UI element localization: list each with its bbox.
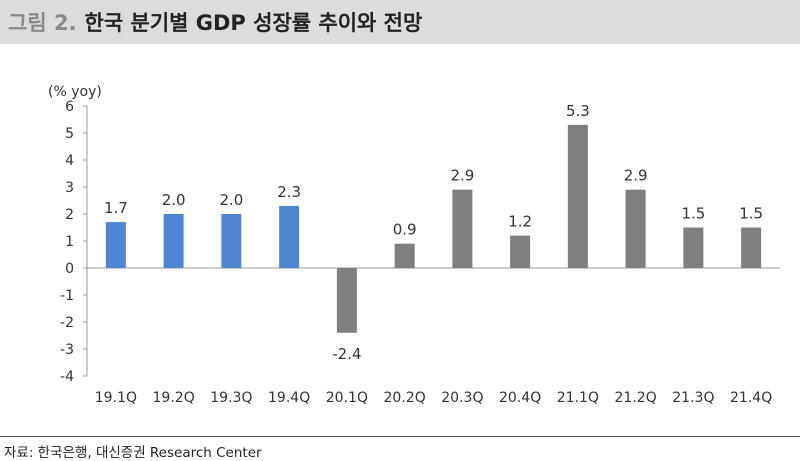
data-label-19.2Q: 2.0 (162, 191, 186, 209)
y-tick-label: 1 (65, 234, 74, 250)
x-tick-label-19.1Q: 19.1Q (95, 390, 137, 406)
y-tick-label: 5 (65, 126, 74, 142)
bar-20.1Q (336, 268, 357, 333)
x-tick-label-21.2Q: 21.2Q (615, 390, 657, 406)
x-tick-label-21.4Q: 21.4Q (730, 390, 772, 406)
data-label-21.4Q: 1.5 (739, 205, 763, 223)
y-tick-label: 2 (65, 207, 74, 223)
source-divider (0, 436, 800, 437)
data-label-19.4Q: 2.3 (277, 183, 301, 201)
y-tick-label: -1 (60, 288, 74, 304)
bar-19.1Q (105, 222, 126, 268)
bar-21.3Q (683, 227, 704, 268)
figure-heading: 그림 2. 한국 분기별 GDP 성장률 추이와 전망 (8, 7, 422, 37)
x-tick-label-21.1Q: 21.1Q (557, 390, 599, 406)
x-tick-label-19.3Q: 19.3Q (210, 390, 252, 406)
data-label-19.1Q: 1.7 (104, 199, 128, 217)
y-tick-label: -2 (60, 315, 74, 331)
data-label-20.1Q: -2.4 (332, 345, 361, 363)
bar-19.2Q (163, 214, 184, 268)
gdp-growth-bar-chart: (% yoy) -4 -3 -2 -1 0 1 2 3 4 5 6 1.7 19.1Q 2.0 19.2Q 2.… (48, 84, 780, 406)
bar-20.3Q (452, 189, 473, 268)
bar-19.3Q (221, 214, 242, 268)
x-tick-label-20.1Q: 20.1Q (326, 390, 368, 406)
y-tick-label: 4 (65, 153, 74, 169)
y-tick-label: 0 (65, 261, 74, 277)
data-label-21.2Q: 2.9 (624, 167, 648, 185)
x-tick-label-20.3Q: 20.3Q (441, 390, 483, 406)
figure-title: 한국 분기별 GDP 성장률 추이와 전망 (84, 11, 423, 35)
x-tick-label-20.4Q: 20.4Q (499, 390, 541, 406)
data-label-20.3Q: 2.9 (450, 167, 474, 185)
x-tick-label-21.3Q: 21.3Q (672, 390, 714, 406)
source-note: 자료: 한국은행, 대신증권 Research Center (4, 445, 262, 461)
data-label-20.2Q: 0.9 (393, 221, 417, 239)
x-tick-label-19.2Q: 19.2Q (153, 390, 195, 406)
bar-20.2Q (394, 243, 415, 268)
data-label-19.3Q: 2.0 (219, 191, 243, 209)
y-tick-label: -3 (60, 342, 74, 358)
data-label-20.4Q: 1.2 (508, 213, 532, 231)
y-axis-unit-label: (% yoy) (48, 84, 102, 100)
figure-header: 그림 2. 한국 분기별 GDP 성장률 추이와 전망 (0, 0, 800, 44)
y-tick-label: 3 (65, 180, 74, 196)
figure-number: 그림 2. (8, 11, 77, 35)
x-tick-label-20.2Q: 20.2Q (384, 390, 426, 406)
data-label-21.3Q: 1.5 (681, 205, 705, 223)
bar-21.4Q (741, 227, 762, 268)
bar-20.4Q (510, 235, 531, 268)
y-tick-label: 6 (65, 99, 74, 115)
y-tick-label: -4 (60, 369, 74, 385)
bar-21.1Q (567, 124, 588, 269)
x-tick-label-19.4Q: 19.4Q (268, 390, 310, 406)
data-label-21.1Q: 5.3 (566, 102, 590, 120)
bar-21.2Q (625, 189, 646, 268)
bar-19.4Q (279, 205, 300, 268)
